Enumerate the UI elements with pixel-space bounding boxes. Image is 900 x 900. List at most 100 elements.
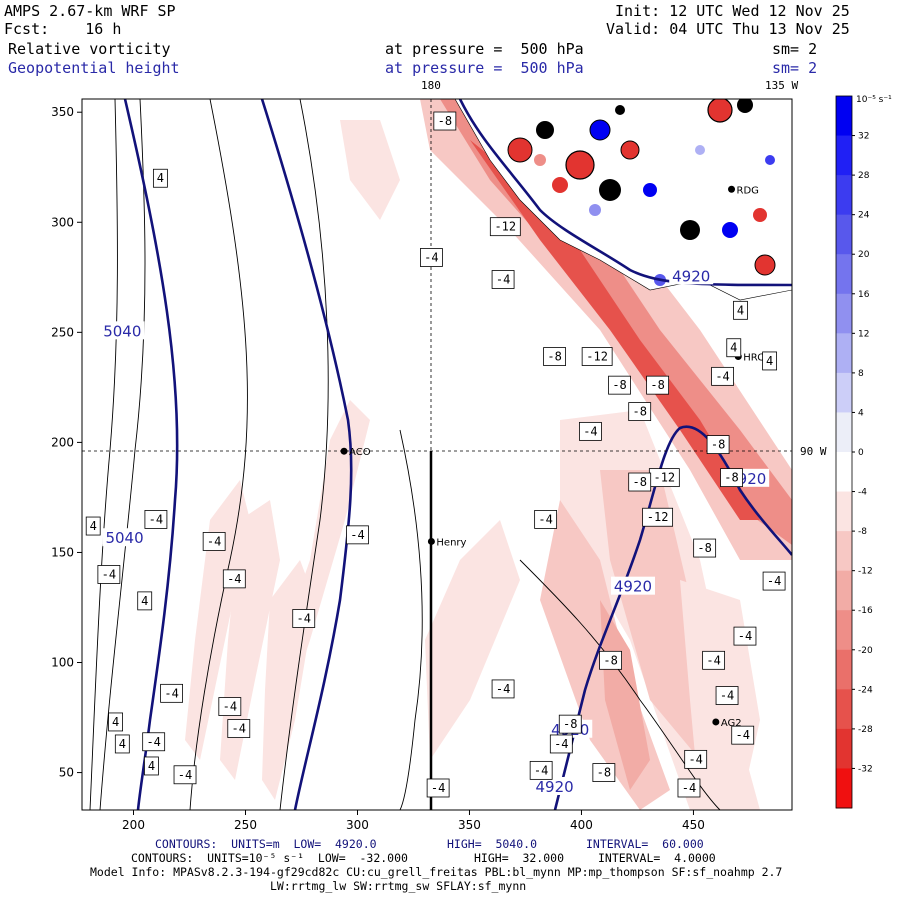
colorbar-swatch xyxy=(836,214,852,255)
y-tick-label: 350 xyxy=(51,105,74,119)
vorticity-label: -4 xyxy=(178,768,192,782)
x-tick-label: 250 xyxy=(234,818,257,832)
vorticity-label: 4 xyxy=(157,171,164,185)
vorticity-label-box xyxy=(579,421,602,441)
vorticity-label-box xyxy=(693,538,717,558)
vorticity-label: -8 xyxy=(632,405,646,419)
colorbar-swatch xyxy=(836,491,852,532)
colorbar-tick-label: -4 xyxy=(858,488,867,498)
footer-height-interval: INTERVAL= 60.000 xyxy=(586,837,704,851)
vorticity-cluster xyxy=(454,99,792,301)
vorticity-label: 4 xyxy=(141,594,148,608)
footer-vort-high: HIGH= 32.000 xyxy=(474,851,565,865)
colorbar-tick-label: -24 xyxy=(858,685,873,695)
vorticity-label-box xyxy=(628,472,652,492)
colorbar-swatch xyxy=(836,728,852,769)
height-label: 5040 xyxy=(105,529,143,547)
colorbar-swatch xyxy=(836,412,852,453)
vorticity-label-box xyxy=(720,468,743,488)
top-longitude-label: 180 xyxy=(421,79,441,92)
vorticity-label-box xyxy=(581,347,613,366)
vorticity-label-box xyxy=(292,609,316,628)
vorticity-label: 4 xyxy=(119,737,126,751)
colorbar-tick-label: -28 xyxy=(858,725,873,735)
vorticity-label-box xyxy=(706,435,730,454)
field1-level: at pressure = 500 hPa xyxy=(385,40,584,58)
vorticity-label: -4 xyxy=(149,512,163,526)
vorticity-label: -12 xyxy=(647,510,669,524)
vorticity-label: 4 xyxy=(90,519,97,533)
vorticity-label-box xyxy=(108,712,123,732)
colorbar-swatch xyxy=(836,175,852,216)
vorticity-label-box xyxy=(160,683,183,703)
height-label: 4920 xyxy=(672,267,710,285)
height-contour-5040b xyxy=(260,99,353,810)
vorticity-label: -4 xyxy=(146,735,160,749)
model-title: AMPS 2.67-km WRF SP xyxy=(4,2,176,20)
vorticity-label: -4 xyxy=(706,653,720,667)
vorticity-label-box xyxy=(97,565,121,584)
vorticity-label-box xyxy=(733,626,757,646)
colorbar-tick-label: -16 xyxy=(858,606,873,616)
station-label: ACO xyxy=(349,447,371,458)
vorticity-label: -12 xyxy=(494,220,516,234)
vorticity-label: -8 xyxy=(547,350,561,364)
vorticity-label: -12 xyxy=(586,350,608,364)
vorticity-label: -4 xyxy=(424,250,438,264)
vorticity-label: -8 xyxy=(603,653,617,667)
height-label-bg xyxy=(102,528,147,547)
vorticity-label: -8 xyxy=(650,378,664,392)
height-label: 4920 xyxy=(535,778,573,796)
vorticity-label: -4 xyxy=(767,574,781,588)
colorbar-swatch xyxy=(836,293,852,334)
y-tick-label: 250 xyxy=(51,325,74,339)
vorticity-label-box xyxy=(142,732,166,752)
footer-height-high: HIGH= 5040.0 xyxy=(447,837,538,851)
vorticity-label-box xyxy=(346,525,369,545)
x-tick-label: 350 xyxy=(458,818,481,832)
colorbar: 10⁻⁵ s⁻¹ 32 28 24 20 16 12 8 4 0 -4 -8 -12 -16 -20 -24 -… xyxy=(835,95,892,809)
vorticity-label-box xyxy=(549,734,573,754)
colorbar-tick-label: 24 xyxy=(858,211,870,221)
top-right-longitude-label: 135 W xyxy=(765,79,799,92)
vorticity-label-box xyxy=(534,510,558,529)
vorticity-label: -4 xyxy=(682,781,696,795)
colorbar-swatch xyxy=(836,135,852,176)
vorticity-label-box xyxy=(433,111,457,131)
vorticity-label: -12 xyxy=(653,471,675,485)
station-label: HRC xyxy=(743,353,764,364)
vorticity-label-box xyxy=(684,749,708,769)
colorbar-tick-label: 20 xyxy=(858,250,870,260)
vorticity-label-box xyxy=(202,532,226,551)
plot-frame xyxy=(81,98,793,811)
vorticity-label-box xyxy=(733,300,748,320)
vorticity-label-box xyxy=(599,650,622,670)
valid-time: Valid: 04 UTC Thu 13 Nov 25 xyxy=(606,20,850,38)
vorticity-label: 4 xyxy=(737,303,744,317)
height-label-bg xyxy=(669,266,714,285)
height-label: 5040 xyxy=(103,322,141,340)
x-axis: 200 250 300 350 400 450 xyxy=(122,810,705,832)
vorticity-label: -4 xyxy=(431,781,445,795)
vorticity-label-box xyxy=(702,650,726,670)
station-label: Henry xyxy=(436,537,466,548)
colorbar-swatch xyxy=(836,570,852,611)
colorbar-tick-label: 16 xyxy=(858,290,870,300)
y-tick-label: 300 xyxy=(51,215,74,229)
vorticity-label-box xyxy=(491,270,515,289)
vorticity-label: -8 xyxy=(612,378,626,392)
vorticity-label: -4 xyxy=(688,752,702,766)
colorbar-swatch xyxy=(836,333,852,374)
vorticity-label-box xyxy=(173,765,197,785)
vorticity-label: -4 xyxy=(207,534,221,548)
field1-smoothing: sm= 2 xyxy=(772,40,818,58)
vorticity-label: -4 xyxy=(227,572,241,586)
footer-vort-contours: CONTOURS: UNITS=10⁻⁵ s⁻¹ LOW= -32.000 xyxy=(131,851,408,865)
colorbar-tick-label: -20 xyxy=(858,646,873,656)
y-tick-label: 100 xyxy=(51,656,74,670)
vorticity-label: -4 xyxy=(538,512,552,526)
vorticity-label: -4 xyxy=(350,528,364,542)
x-tick-label: 450 xyxy=(682,818,705,832)
